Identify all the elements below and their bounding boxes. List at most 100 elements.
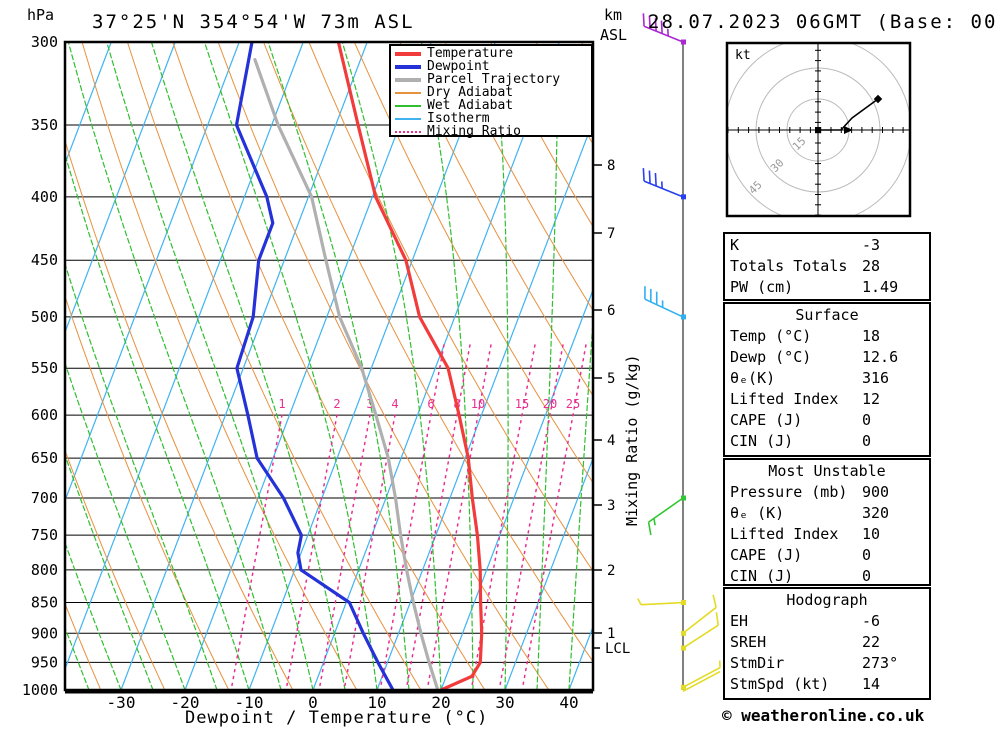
wet-adiabat-line bbox=[65, 541, 122, 690]
stats-value: 14 bbox=[862, 675, 881, 693]
stats-row: CIN (J) 0 bbox=[730, 431, 924, 452]
temperature-line-swatch bbox=[395, 51, 421, 56]
stats-label: CIN (J) bbox=[730, 432, 794, 450]
mixing-ratio-value-label: 25 bbox=[566, 397, 580, 411]
stats-row: Dewp (°C) 12.6 bbox=[730, 347, 924, 368]
legend-label: Temperature bbox=[427, 46, 514, 61]
pressure-tick-label: 450 bbox=[31, 251, 58, 269]
wet-adiabat-line bbox=[67, 42, 282, 690]
altitude-tick-label: 5 bbox=[607, 371, 615, 387]
stats-label: θₑ(K) bbox=[730, 369, 776, 387]
mixing-ratio-line bbox=[379, 344, 445, 689]
dewpoint-curve bbox=[234, 42, 395, 690]
stats-value: 0 bbox=[862, 546, 872, 564]
pressure-tick-label: 550 bbox=[31, 359, 58, 377]
legend-item-temperature: Temperature bbox=[395, 47, 591, 60]
altitude-tick-label: 2 bbox=[607, 563, 615, 579]
isotherm-line bbox=[440, 288, 593, 690]
temperature-tick-label: 0 bbox=[308, 693, 318, 712]
stats-value: -6 bbox=[862, 612, 881, 630]
altitude-axis-unit-km: km bbox=[604, 6, 623, 24]
isotherm-line bbox=[376, 119, 593, 690]
mixing-ratio-line bbox=[343, 414, 396, 689]
legend-label: Isotherm bbox=[427, 111, 490, 126]
pressure-tick-label: 950 bbox=[31, 653, 58, 671]
isotherm-line bbox=[65, 42, 176, 334]
dry-adiabat-line bbox=[490, 42, 593, 228]
wind-barb-400 bbox=[642, 168, 686, 200]
isotherm-line bbox=[65, 42, 304, 671]
temperature-tick-label: -30 bbox=[107, 693, 136, 712]
copyright-footer: © weatheronline.co.uk bbox=[722, 706, 925, 725]
wet-adiabat-line bbox=[106, 42, 314, 690]
legend-label: Parcel Trajectory bbox=[427, 72, 561, 87]
mixing-ratio-value-label: 10 bbox=[471, 397, 485, 411]
pressure-tick-label: 750 bbox=[31, 526, 58, 544]
stats-label: Dewp (°C) bbox=[730, 348, 812, 366]
wet-adiabat-line bbox=[65, 361, 186, 690]
stats-row: EH -6 bbox=[730, 611, 924, 632]
temperature-axis-label: Dewpoint / Temperature (°C) bbox=[185, 708, 489, 728]
stats-row: PW (cm) 1.49 bbox=[730, 277, 924, 298]
chart-legend: Temperature Dewpoint Parcel Trajectory D… bbox=[389, 44, 593, 139]
stats-label: K bbox=[730, 236, 740, 254]
temperature-tick-label: 30 bbox=[495, 693, 514, 712]
stats-value: 28 bbox=[862, 257, 881, 275]
dry-adiabat-line bbox=[217, 42, 550, 690]
temperature-tick-label: 40 bbox=[559, 693, 578, 712]
stats-value: 1.49 bbox=[862, 278, 899, 296]
stats-table-most-unstable: Most Unstable Pressure (mb) 900 θₑ (K) 320 Li… bbox=[723, 458, 931, 586]
stats-row: Lifted Index 10 bbox=[730, 524, 924, 545]
legend-label: Mixing Ratio bbox=[427, 124, 521, 139]
stats-label: CAPE (J) bbox=[730, 546, 803, 564]
stats-value: 18 bbox=[862, 327, 881, 345]
stats-row: K -3 bbox=[730, 235, 924, 256]
wind-barb-500 bbox=[644, 286, 686, 320]
stats-label: Totals Totals bbox=[730, 257, 848, 275]
plot-frame bbox=[63, 40, 595, 692]
stats-row: Totals Totals 28 bbox=[730, 256, 924, 277]
altitude-tick-label: 7 bbox=[607, 226, 615, 242]
legend-label: Dewpoint bbox=[427, 59, 490, 74]
dry-adiabat-line bbox=[444, 42, 593, 312]
mixing-ratio-line bbox=[521, 344, 587, 689]
wind-barb-300 bbox=[642, 13, 686, 45]
stats-value: 320 bbox=[862, 504, 890, 522]
station-title: 37°25'N 354°54'W 73m ASL bbox=[92, 11, 415, 33]
isotherm-line bbox=[248, 42, 496, 690]
stats-value: 316 bbox=[862, 369, 890, 387]
wet-adiabat-line bbox=[267, 42, 410, 690]
mixing-ratio-value-label: 20 bbox=[543, 397, 557, 411]
stats-row: Lifted Index 12 bbox=[730, 389, 924, 410]
stats-row: θₑ(K) 316 bbox=[730, 368, 924, 389]
stats-value: 900 bbox=[862, 483, 890, 501]
pressure-tick-label: 600 bbox=[31, 406, 58, 424]
stats-value: 0 bbox=[862, 432, 872, 450]
dry-adiabat-line bbox=[65, 294, 230, 690]
stats-value: 12.6 bbox=[862, 348, 899, 366]
stats-label: Temp (°C) bbox=[730, 327, 812, 345]
stats-row: Pressure (mb) 900 bbox=[730, 482, 924, 503]
mixing-ratio-line bbox=[318, 414, 371, 689]
legend-item-dry-adiabat: Dry Adiabat bbox=[395, 86, 591, 99]
stats-table-title: Surface bbox=[795, 306, 859, 324]
altitude-axis-unit-asl: ASL bbox=[600, 26, 628, 44]
stats-value: 0 bbox=[862, 411, 872, 429]
wind-barb-850 bbox=[637, 598, 686, 606]
pressure-tick-label: 900 bbox=[31, 624, 58, 642]
stats-row: θₑ (K) 320 bbox=[730, 503, 924, 524]
legend-item-parcel: Parcel Trajectory bbox=[395, 73, 591, 86]
mixing-ratio-line bbox=[426, 344, 492, 689]
hodograph-ring-label: 45 bbox=[746, 178, 765, 197]
mixing-ratio-line bbox=[470, 344, 536, 689]
temperature-tick-label: 10 bbox=[367, 693, 386, 712]
stats-label: Pressure (mb) bbox=[730, 483, 848, 501]
stats-value: 12 bbox=[862, 390, 881, 408]
legend-item-isotherm: Isotherm bbox=[395, 112, 591, 125]
wet-adiabat-line bbox=[341, 42, 442, 690]
pressure-tick-label: 850 bbox=[31, 594, 58, 612]
wind-barb-995 bbox=[681, 660, 721, 693]
stats-table-title: Most Unstable bbox=[768, 462, 886, 480]
stats-label: StmSpd (kt) bbox=[730, 675, 830, 693]
